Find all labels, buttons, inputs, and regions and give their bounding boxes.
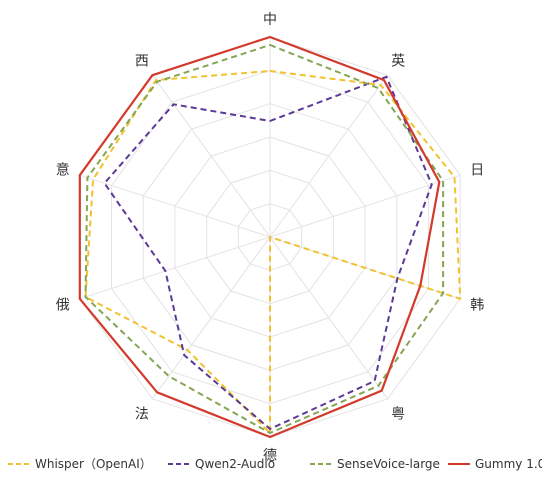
legend-label-0: Whisper（OpenAI） — [35, 457, 152, 471]
grid-spoke — [79, 174, 271, 238]
series-line-1 — [103, 75, 433, 430]
axis-label: 西 — [135, 54, 149, 70]
axis-label: 法 — [135, 406, 149, 422]
radar-series — [78, 35, 462, 439]
axis-label: 俄 — [56, 297, 70, 313]
grid-spoke — [79, 236, 271, 300]
legend-label-3: Gummy 1.0 — [475, 457, 542, 471]
axis-label: 日 — [470, 163, 484, 179]
axis-label: 粤 — [391, 406, 405, 422]
legend: Whisper（OpenAI） Qwen2-Audio SenseVoice-lar… — [8, 457, 542, 471]
grid-spoke — [269, 236, 389, 400]
axis-label: 德 — [263, 448, 277, 464]
axis-label: 韩 — [470, 297, 484, 313]
legend-label-2: SenseVoice-large — [337, 457, 440, 471]
axis-label: 英 — [391, 53, 405, 70]
grid-spoke — [151, 236, 271, 400]
grid-spoke — [269, 74, 389, 238]
grid-spoke — [151, 74, 271, 238]
axis-label: 意 — [56, 162, 70, 179]
grid-spoke — [269, 174, 461, 238]
legend-label-1: Qwen2-Audio — [195, 457, 275, 471]
axis-label: 中 — [263, 12, 277, 28]
series-line-0 — [84, 70, 462, 434]
series-line-3 — [78, 35, 441, 439]
